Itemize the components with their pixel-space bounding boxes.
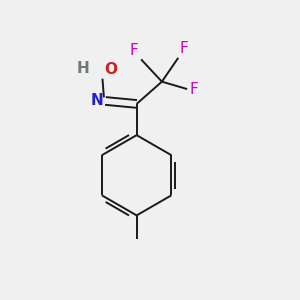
Text: N: N [90, 94, 103, 109]
Text: H: H [76, 61, 89, 76]
Text: O: O [104, 62, 117, 77]
Text: F: F [130, 43, 139, 58]
Text: F: F [190, 82, 198, 97]
Text: F: F [180, 41, 188, 56]
